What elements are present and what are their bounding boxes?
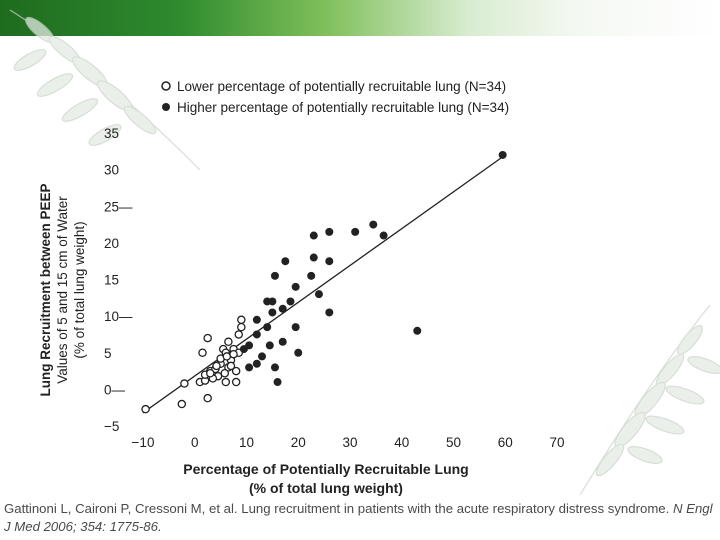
y-tick-label: 5 (104, 346, 112, 361)
legend-open-label: Lower percentage of potentially recruita… (177, 79, 506, 94)
filled-data-point (263, 323, 272, 332)
y-tick-label: 30 (104, 163, 119, 178)
y-tick-label: 35 (104, 126, 119, 141)
x-tick-label: −10 (132, 435, 155, 450)
open-data-point (203, 333, 212, 343)
x-axis-label-line1: Percentage of Potentially Recruitable Lu… (183, 461, 469, 477)
y-axis-title: Lung Recruitment between PEEP Values of … (38, 183, 87, 396)
filled-data-point (268, 308, 277, 317)
regression-line (142, 154, 506, 414)
filled-data-point (270, 271, 279, 280)
open-data-point (231, 366, 241, 376)
filled-data-point (265, 341, 274, 350)
filled-data-point (273, 378, 282, 387)
caption-text: Gattinoni L, Caironi P, Cressoni M, et a… (4, 501, 673, 516)
legend-open-marker (161, 81, 171, 91)
open-data-point (224, 337, 233, 347)
x-tick-label: 20 (291, 435, 306, 450)
x-tick-label: 40 (394, 435, 409, 450)
filled-data-point (413, 326, 422, 335)
filled-data-point (307, 271, 316, 280)
open-data-point (221, 377, 231, 387)
y-tick-label: 20 (104, 236, 119, 251)
x-tick-label: 70 (549, 435, 564, 450)
y-axis-label-line3: (% of total lung weight) (72, 221, 87, 358)
filled-data-point (309, 253, 318, 262)
legend-filled-marker (162, 103, 170, 111)
open-data-point (203, 393, 212, 403)
x-tick-label: 50 (446, 435, 461, 450)
x-tick-label: 0 (191, 435, 199, 450)
fern-decoration-icon (9, 9, 201, 171)
filled-data-point (325, 227, 334, 236)
legend: Lower percentage of potentially recruita… (161, 79, 509, 115)
open-data-point (229, 349, 238, 359)
y-tick-label: 25— (104, 199, 133, 214)
open-data-point (237, 315, 246, 325)
filled-data-point (314, 290, 323, 299)
fern-decoration-icon (579, 304, 720, 496)
y-tick-label: −5 (104, 419, 119, 434)
filled-data-point (252, 359, 261, 368)
open-data-point (177, 399, 187, 409)
open-data-point (198, 348, 207, 357)
filled-data-point (245, 363, 254, 372)
y-tick-labels: −5 0— 5 10— 15 20 25— 30 35 (104, 126, 133, 434)
filled-data-point (268, 297, 277, 306)
filled-data-point (351, 227, 360, 236)
scatter-chart: Lower percentage of potentially recruita… (38, 79, 565, 496)
x-tick-label: 30 (342, 435, 357, 450)
legend-filled-label: Higher percentage of potentially recruit… (177, 100, 509, 115)
filled-data-point (379, 231, 388, 240)
filled-data-point (309, 231, 318, 240)
open-data-point (206, 369, 215, 378)
open-data-point (226, 361, 236, 371)
open-data-point (234, 330, 243, 339)
open-data-point (231, 377, 241, 387)
filled-data-point (270, 363, 279, 372)
filled-data-point (286, 297, 295, 306)
open-data-point (180, 379, 189, 388)
caption-citation: N Engl J Med 2006; 354: 1775-86. (4, 501, 713, 534)
filled-data-point (252, 330, 261, 339)
open-data-point (212, 361, 221, 371)
data-points (141, 150, 507, 414)
x-tick-labels: −10 0 10 20 30 40 50 60 70 (132, 435, 565, 450)
filled-data-point (294, 348, 303, 357)
x-tick-label: 10 (239, 435, 254, 450)
filled-data-point (258, 352, 267, 361)
filled-data-point (252, 315, 261, 324)
filled-data-point (291, 323, 300, 332)
y-axis-label-line1: Lung Recruitment between PEEP (38, 183, 53, 396)
filled-data-point (278, 337, 287, 346)
filled-data-point (325, 308, 334, 317)
top-decorative-band (0, 0, 720, 36)
y-tick-label: 10— (104, 309, 133, 324)
y-tick-label: 0— (104, 382, 126, 397)
x-axis-label-line2: (% of total lung weight) (249, 480, 403, 496)
y-axis-label-line2: Values of 5 and 15 cm of Water (55, 196, 70, 384)
citation-caption: Gattinoni L, Caironi P, Cressoni M, et a… (4, 500, 716, 536)
filled-data-point (278, 304, 287, 313)
open-data-point (141, 404, 150, 414)
filled-data-point (369, 220, 378, 229)
filled-data-point (325, 257, 334, 266)
filled-data-point (291, 282, 300, 291)
open-data-point (237, 322, 246, 332)
open-data-point (220, 369, 230, 378)
x-tick-label: 60 (498, 435, 513, 450)
filled-data-point (239, 345, 248, 354)
filled-data-point (281, 257, 290, 266)
y-tick-label: 15 (104, 273, 119, 288)
filled-data-point (498, 150, 507, 159)
